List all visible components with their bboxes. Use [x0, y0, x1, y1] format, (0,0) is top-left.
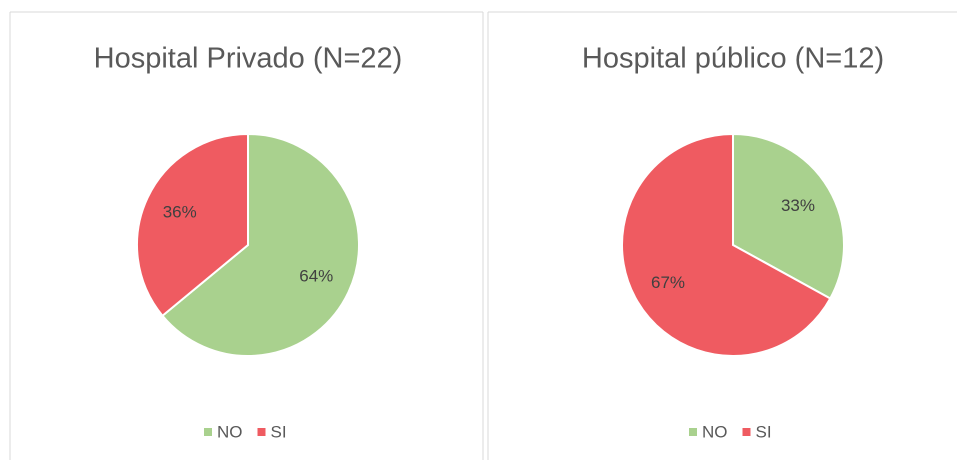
- legend-label: NO: [217, 422, 243, 441]
- chart-title: Hospital público (N=12): [582, 43, 884, 75]
- pie-slice: [621, 132, 832, 357]
- data-label: 64%: [299, 267, 333, 286]
- chart-title: Hospital Privado (N=22): [94, 43, 403, 75]
- legend-label: SI: [756, 422, 772, 441]
- data-label: 67%: [651, 273, 685, 292]
- legend-label: SI: [271, 422, 287, 441]
- legend-swatch: [257, 428, 266, 436]
- pie-slice: [161, 132, 360, 357]
- data-label: 36%: [163, 202, 197, 221]
- legend-swatch: [689, 428, 697, 436]
- pie-slice: [732, 132, 845, 300]
- pie-slice: [136, 132, 249, 318]
- legend-swatch: [204, 428, 212, 436]
- data-label: 33%: [781, 196, 815, 215]
- legend-swatch: [742, 428, 751, 436]
- legend-label: NO: [702, 422, 728, 441]
